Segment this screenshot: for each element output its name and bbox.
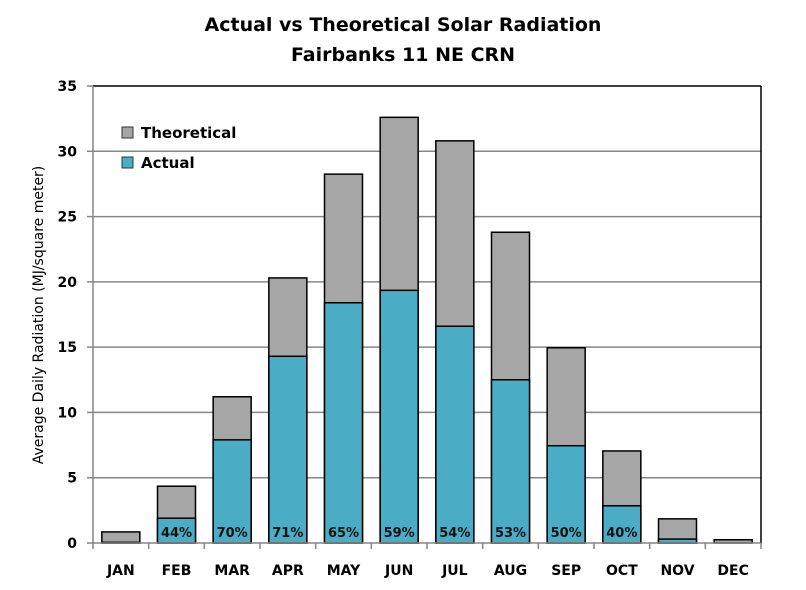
percent-label-sep: 50% (551, 526, 582, 541)
x-tick-label: JUN (384, 563, 413, 579)
gridlines (93, 150, 761, 479)
legend-label-theoretical: Theoretical (141, 124, 236, 142)
bar-actual-aug (490, 379, 531, 544)
percent-labels: 44% 70% 71% 65% 59% 54% 53% 50% 40% (161, 526, 637, 541)
x-tick-label: AUG (494, 563, 527, 579)
y-tick-label: 30 (58, 144, 78, 160)
x-tick-label: DEC (717, 563, 748, 579)
x-tick-label: NOV (660, 563, 694, 579)
y-tick-label: 20 (58, 275, 78, 291)
bar-actual-jun (379, 289, 419, 544)
y-tick-label: 5 (67, 471, 77, 487)
y-tick-label: 15 (58, 340, 77, 356)
x-tick-label: OCT (606, 563, 638, 579)
percent-label-oct: 40% (606, 526, 637, 541)
x-tick-label: MAR (214, 563, 250, 579)
y-tick-label: 35 (58, 79, 77, 95)
percent-label-mar: 70% (217, 526, 248, 541)
y-tick-label: 0 (67, 536, 77, 552)
percent-label-aug: 53% (495, 526, 526, 541)
legend: Theoretical Actual (121, 124, 236, 172)
legend-swatch-actual (121, 156, 134, 169)
x-tick-label: JUL (441, 563, 468, 579)
percent-label-may: 65% (328, 526, 359, 541)
y-tick-label: 10 (58, 405, 78, 421)
x-tick-label: MAY (327, 563, 361, 579)
legend-swatch-theoretical (121, 126, 134, 139)
y-tick-label: 25 (58, 210, 77, 226)
chart-title: Actual vs Theoretical Solar Radiation (205, 14, 602, 36)
chart-subtitle: Fairbanks 11 NE CRN (291, 44, 515, 66)
percent-label-jul: 54% (439, 526, 470, 541)
x-axis-labels: JAN FEB MAR APR MAY JUN JUL AUG SEP OCT NOV DEC (106, 563, 749, 579)
bar-actual-mar (212, 439, 252, 544)
bar-actual-apr (268, 355, 308, 544)
bar-actual-may (323, 301, 364, 544)
bars (101, 116, 753, 544)
bar-theoretical-jan (101, 531, 141, 544)
x-tick-label: JAN (106, 563, 135, 579)
axes (92, 85, 762, 549)
x-tick-label: SEP (551, 563, 581, 579)
percent-label-apr: 71% (272, 526, 303, 541)
bar-actual-oct (602, 505, 642, 544)
x-tick-label: APR (272, 563, 304, 579)
percent-label-feb: 44% (161, 526, 192, 541)
legend-label-actual: Actual (141, 154, 195, 172)
percent-label-jun: 59% (384, 526, 415, 541)
bar-actual-sep (546, 444, 586, 544)
x-tick-label: FEB (162, 563, 192, 579)
y-axis-label: Average Daily Radiation (MJ/square meter… (31, 166, 47, 465)
y-axis-ticks: 0 5 10 15 20 25 30 35 (58, 79, 93, 552)
bar-actual-jul (435, 325, 475, 544)
